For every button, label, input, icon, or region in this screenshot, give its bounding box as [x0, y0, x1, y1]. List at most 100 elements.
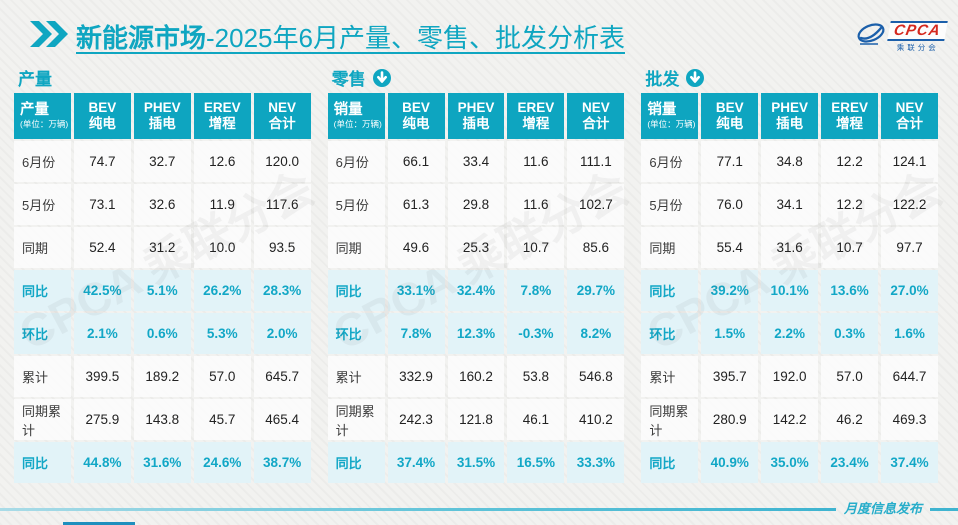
cell-value: 469.3: [881, 399, 939, 440]
cell-value: 192.0: [761, 356, 819, 397]
column-header-en: EREV: [831, 100, 868, 116]
page-title: 新能源市场-2025年6月产量、零售、批发分析表: [76, 18, 625, 55]
cell-value: 97.7: [881, 227, 939, 268]
column-header-zh: 纯电: [88, 116, 116, 131]
cell-value: 7.8%: [507, 270, 565, 311]
column-header-zh: 插电: [148, 116, 176, 131]
row-label: 同比: [14, 442, 71, 483]
column-header-en: PHEV: [771, 100, 809, 116]
column-header-en: NEV: [268, 100, 297, 116]
cpca-logo-text: CPCA: [887, 20, 948, 41]
cell-value: 52.4: [73, 227, 131, 268]
column-header-zh: 增程: [522, 116, 550, 131]
corner-header-cell: 销量 (单位：万辆): [641, 93, 699, 139]
cell-value: 46.2: [821, 399, 879, 440]
corner-unit: (单位：万辆): [333, 119, 382, 130]
cell-value: 465.4: [253, 399, 311, 440]
cell-value: 29.7%: [567, 270, 625, 311]
column-header-en: PHEV: [143, 100, 181, 116]
table-row: 5月份 76.0 34.1 12.2 122.2: [641, 184, 939, 225]
table-row: 同比 40.9% 35.0% 23.4% 37.4%: [641, 442, 939, 483]
table-row: 同期累计 280.9 142.2 46.2 469.3: [641, 399, 939, 440]
cell-value: 11.6: [507, 141, 565, 182]
cell-value: 12.3%: [447, 313, 505, 354]
footer-divider-line: [0, 508, 836, 511]
cell-value: 10.1%: [761, 270, 819, 311]
column-header-zh: 合计: [268, 116, 296, 131]
column-header: NEV 合计: [567, 93, 625, 139]
cell-value: 121.8: [447, 399, 505, 440]
corner-label: 产量: [20, 101, 49, 118]
cell-value: 1.5%: [701, 313, 759, 354]
row-label: 同比: [641, 442, 699, 483]
cell-value: 395.7: [701, 356, 759, 397]
cell-value: -0.3%: [507, 313, 565, 354]
column-header-en: BEV: [88, 100, 117, 116]
cell-value: 24.6%: [193, 442, 251, 483]
cell-value: 12.2: [821, 141, 879, 182]
column-header-en: PHEV: [457, 100, 495, 116]
cpca-logo-text-block: CPCA 乘联分会: [887, 20, 948, 53]
cell-value: 546.8: [567, 356, 625, 397]
table-row: 同期 49.6 25.3 10.7 85.6: [327, 227, 625, 268]
row-label: 6月份: [641, 141, 699, 182]
data-table: 销量 (单位：万辆) BEV 纯电 PHEV 插电 EREV 增程 NEV 合计 6月份 77.1 34…: [638, 91, 941, 485]
cell-value: 28.3%: [253, 270, 311, 311]
cell-value: 31.6: [761, 227, 819, 268]
row-label: 累计: [14, 356, 71, 397]
table-row: 5月份 61.3 29.8 11.6 102.7: [327, 184, 625, 225]
table-row: 同期 55.4 31.6 10.7 97.7: [641, 227, 939, 268]
cell-value: 53.8: [507, 356, 565, 397]
cell-value: 644.7: [881, 356, 939, 397]
cell-value: 49.6: [387, 227, 445, 268]
column-header: BEV 纯电: [701, 93, 759, 139]
column-header: EREV 增程: [193, 93, 251, 139]
header-row: 产量 (单位：万辆) BEV 纯电 PHEV 插电 EREV 增程 NEV 合计: [14, 93, 311, 139]
cell-value: 39.2%: [701, 270, 759, 311]
cell-value: 275.9: [73, 399, 131, 440]
double-chevron-icon: [30, 21, 68, 52]
cell-value: 66.1: [387, 141, 445, 182]
cell-value: 102.7: [567, 184, 625, 225]
cell-value: 29.8: [447, 184, 505, 225]
table-row: 同比 33.1% 32.4% 7.8% 29.7%: [327, 270, 625, 311]
section-header: 批发: [645, 65, 944, 90]
column-header-zh: 合计: [896, 116, 924, 131]
cell-value: 10.7: [507, 227, 565, 268]
cell-value: 57.0: [193, 356, 251, 397]
corner-label: 销量: [647, 101, 677, 118]
cell-value: 13.6%: [821, 270, 879, 311]
cell-value: 332.9: [387, 356, 445, 397]
data-table: 销量 (单位：万辆) BEV 纯电 PHEV 插电 EREV 增程 NEV 合计 6月份 66.1 33…: [325, 91, 628, 485]
row-label: 同期: [327, 227, 385, 268]
cell-value: 85.6: [567, 227, 625, 268]
cell-value: 45.7: [193, 399, 251, 440]
row-label: 环比: [14, 313, 71, 354]
cell-value: 37.4%: [881, 442, 939, 483]
cell-value: 40.9%: [701, 442, 759, 483]
row-label: 同比: [14, 270, 71, 311]
cell-value: 55.4: [701, 227, 759, 268]
row-label: 同比: [327, 270, 385, 311]
cell-value: 12.2: [821, 184, 879, 225]
row-label: 5月份: [641, 184, 699, 225]
section-title: 批发: [645, 70, 680, 89]
corner-unit: (单位：万辆): [647, 119, 696, 130]
column-header-en: BEV: [715, 100, 744, 116]
row-label: 同比: [327, 442, 385, 483]
title-brand: 新能源市场: [76, 23, 207, 53]
cell-value: 280.9: [701, 399, 759, 440]
column-header: NEV 合计: [881, 93, 939, 139]
table-row: 5月份 73.1 32.6 11.9 117.6: [14, 184, 311, 225]
data-table: 产量 (单位：万辆) BEV 纯电 PHEV 插电 EREV 增程 NEV 合计 6月份 74.7 32…: [11, 91, 314, 485]
table-row: 环比 2.1% 0.6% 5.3% 2.0%: [14, 313, 311, 354]
table-row: 同比 44.8% 31.6% 24.6% 38.7%: [14, 442, 311, 483]
cell-value: 32.6: [133, 184, 191, 225]
title-rest: -2025年6月产量、零售、批发分析表: [206, 23, 625, 53]
column-header-zh: 插电: [776, 116, 804, 131]
section-title: 产量: [18, 70, 52, 89]
cell-value: 42.5%: [73, 270, 131, 311]
cell-value: 0.3%: [821, 313, 879, 354]
table-row: 同比 39.2% 10.1% 13.6% 27.0%: [641, 270, 939, 311]
